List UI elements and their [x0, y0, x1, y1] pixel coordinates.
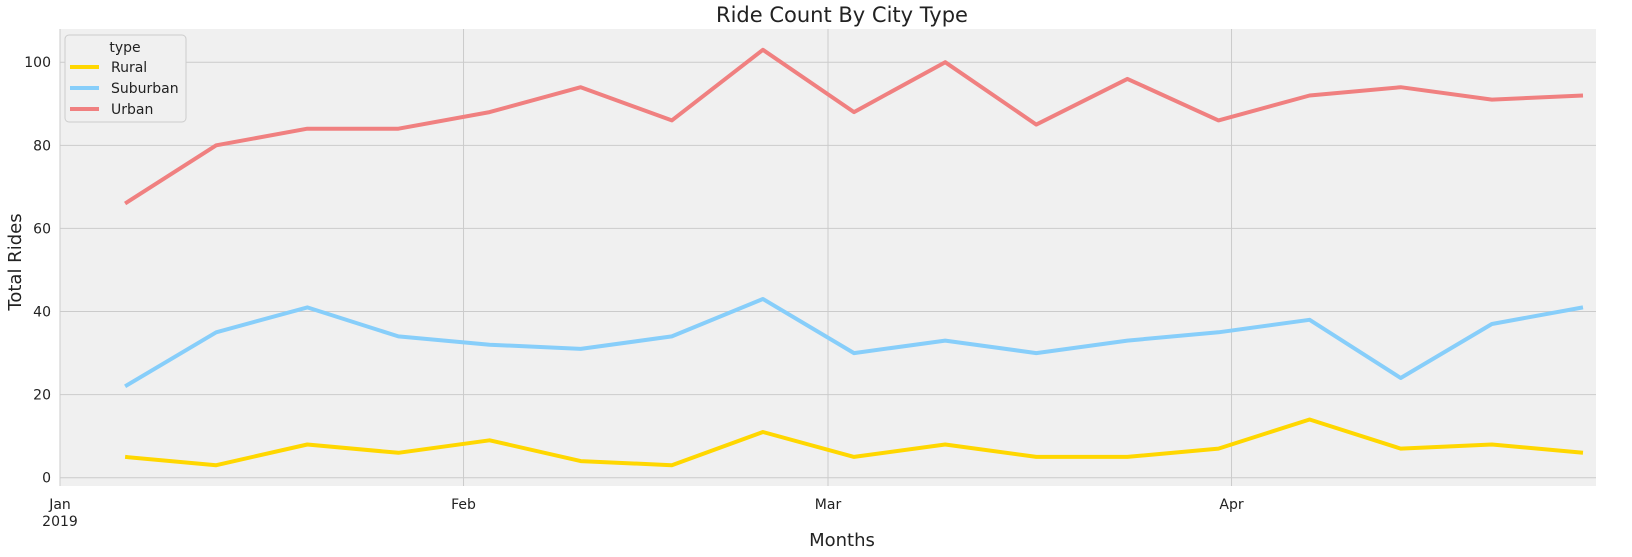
chart-title: Ride Count By City Type: [716, 3, 968, 27]
legend-label-urban: Urban: [111, 102, 153, 118]
x-tick-label: Apr: [1219, 497, 1243, 513]
y-axis-label: Total Rides: [5, 213, 26, 311]
legend-label-suburban: Suburban: [111, 81, 179, 97]
series-line-urban: [124, 47, 1584, 206]
y-tick-label: 80: [33, 138, 51, 154]
x-tick-label: Jan: [48, 497, 71, 513]
x-tick-label: Mar: [815, 497, 842, 513]
y-tick-label: 0: [42, 471, 51, 487]
series-line-suburban: [124, 297, 1584, 389]
legend-label-rural: Rural: [111, 60, 147, 76]
series-line-rural: [124, 417, 1584, 468]
legend-box: [64, 34, 187, 123]
y-tick-label: 60: [33, 221, 51, 237]
legend-title: type: [109, 40, 140, 56]
x-axis-label: Months: [809, 530, 875, 551]
y-tick-label: 40: [33, 305, 51, 321]
y-tick-label: 100: [24, 55, 51, 71]
y-tick-label: 20: [33, 388, 51, 404]
legend: type Rural Suburban Urban: [64, 34, 187, 123]
series-layer: [124, 47, 1584, 468]
x-tick-sublabel: 2019: [42, 514, 78, 530]
y-tick-labels: 0 20 40 60 80 100: [24, 55, 51, 486]
x-tick-label: Feb: [451, 497, 476, 513]
